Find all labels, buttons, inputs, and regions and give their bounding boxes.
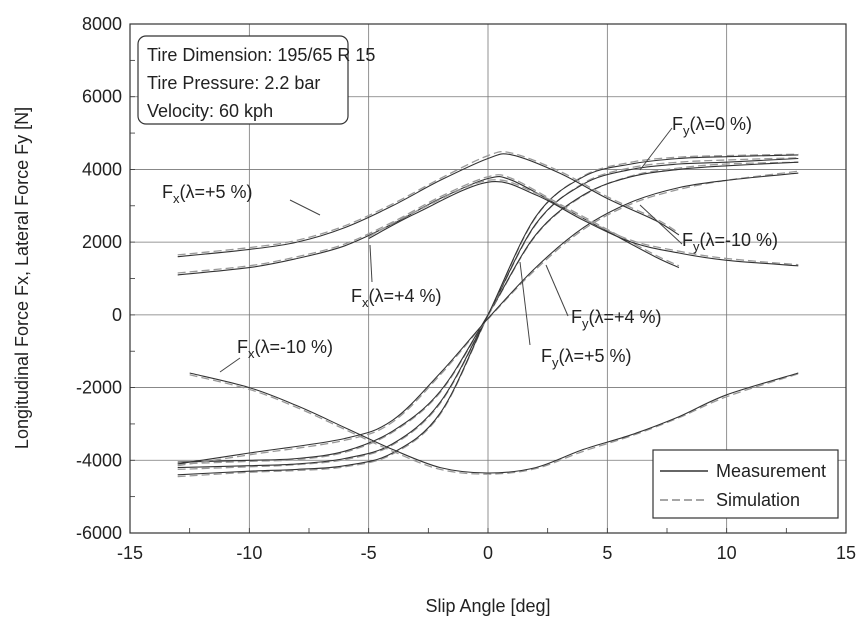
annotation-fy-lambda-m10: Fy(λ=-10 %) xyxy=(682,230,778,254)
info-box-frame xyxy=(137,35,349,125)
annotation-fy-lambda-0: Fy(λ=0 %) xyxy=(672,114,752,138)
measurement-curve-3 xyxy=(177,172,799,465)
annotations: Fy(λ=0 %) Fx(λ=+5 %) Fy(λ=-10 %) Fx(λ=+4… xyxy=(162,114,778,370)
leader-fx-lambda-p4 xyxy=(369,244,373,283)
simulation-curve-4 xyxy=(177,150,680,256)
simulation-curve-5 xyxy=(177,174,680,274)
y-tick-label: 4000 xyxy=(82,159,122,179)
info-tire-pressure: Tire Pressure: 2.2 bar xyxy=(147,73,320,93)
y-tick-label: 0 xyxy=(112,305,122,325)
legend: Measurement Simulation xyxy=(652,449,839,519)
measurement-curve-7 xyxy=(368,181,799,267)
x-tick-label: -10 xyxy=(236,543,262,563)
leader-fy-lambda-p5 xyxy=(519,261,531,346)
tick-labels: -15 -10 -5 0 5 10 15 -6000 -4000 -2000 0 2000 4000 60… xyxy=(76,14,856,563)
y-tick-label: -6000 xyxy=(76,523,122,543)
info-velocity: Velocity: 60 kph xyxy=(147,101,273,121)
legend-measurement-label: Measurement xyxy=(716,461,826,481)
annotation-fy-lambda-p5: Fy(λ=+5 %) xyxy=(541,346,632,370)
x-tick-label: 10 xyxy=(717,543,737,563)
simulation-curve-7 xyxy=(368,179,799,266)
measurement-curve-2 xyxy=(177,154,799,476)
leader-fx-lambda-p5 xyxy=(289,199,321,216)
info-box: Tire Dimension: 195/65 R 15 Tire Pressur… xyxy=(137,35,375,125)
simulation-curve-6 xyxy=(189,373,799,475)
annotation-fx-lambda-p4: Fx(λ=+4 %) xyxy=(351,286,442,310)
x-tick-label: -15 xyxy=(117,543,143,563)
simulation-curve-3 xyxy=(177,170,799,467)
leader-fx-lambda-m10 xyxy=(219,357,241,373)
x-tick-label: -5 xyxy=(361,543,377,563)
annotation-fy-lambda-p4: Fy(λ=+4 %) xyxy=(571,307,662,331)
legend-frame xyxy=(652,449,839,519)
measurement-curve-6 xyxy=(189,372,799,474)
x-tick-label: 5 xyxy=(602,543,612,563)
leader-fy-lambda-0 xyxy=(639,127,673,171)
annotation-fx-lambda-p5: Fx(λ=+5 %) xyxy=(162,182,253,206)
info-tire-dimension: Tire Dimension: 195/65 R 15 xyxy=(147,45,375,65)
y-axis-label: Longitudinal Force Fx, Lateral Force Fy … xyxy=(12,107,32,449)
plot-frame xyxy=(129,23,847,534)
leader-fy-lambda-m10 xyxy=(639,204,683,245)
x-axis-label: Slip Angle [deg] xyxy=(425,596,550,616)
x-tick-label: 0 xyxy=(483,543,493,563)
annotation-fx-lambda-m10: Fx(λ=-10 %) xyxy=(237,337,333,361)
y-tick-label: -2000 xyxy=(76,378,122,398)
annotation-leaders xyxy=(219,127,683,373)
y-tick-label: -4000 xyxy=(76,450,122,470)
legend-simulation-label: Simulation xyxy=(716,490,800,510)
y-tick-label: 2000 xyxy=(82,232,122,252)
leader-fy-lambda-p4 xyxy=(545,264,569,317)
y-tick-label: 8000 xyxy=(82,14,122,34)
measurement-curve-4 xyxy=(177,153,680,258)
y-tick-label: 6000 xyxy=(82,87,122,107)
series-group xyxy=(177,150,799,478)
x-tick-label: 15 xyxy=(836,543,856,563)
